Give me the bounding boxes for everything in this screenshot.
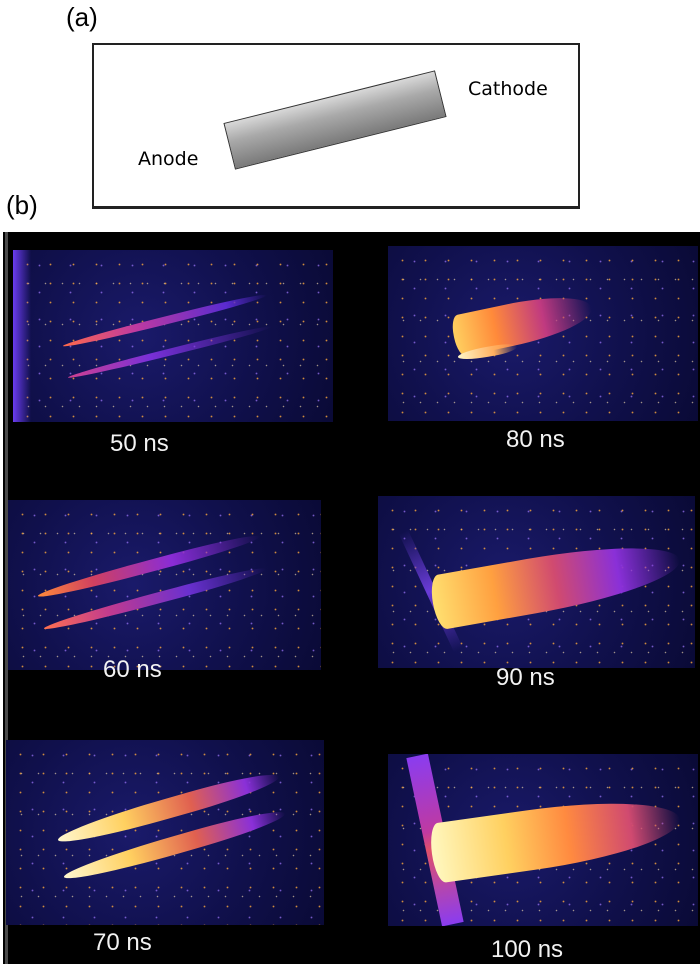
image-sequence: 50 ns 80 ns 60 ns 90 ns 70 ns 100 ns [3, 232, 700, 964]
frame-90ns [378, 496, 695, 668]
frame-50ns [13, 250, 333, 422]
panel-b-label: (b) [6, 190, 38, 220]
time-label-90ns: 90 ns [496, 664, 555, 691]
frame-edge-line [5, 232, 8, 964]
time-label-60ns: 60 ns [103, 656, 162, 683]
frame-80ns [388, 246, 698, 421]
panel-a-label: (a) [66, 2, 98, 32]
anode-label: Anode [138, 148, 199, 170]
experiment-chamber [92, 43, 580, 209]
frame-100ns [388, 754, 698, 926]
frame-70ns [6, 740, 324, 925]
time-label-50ns: 50 ns [110, 430, 169, 457]
time-label-80ns: 80 ns [506, 426, 565, 453]
cathode-label: Cathode [468, 78, 548, 100]
time-label-70ns: 70 ns [93, 929, 152, 956]
time-label-100ns: 100 ns [491, 936, 564, 963]
frame-60ns [8, 500, 321, 670]
